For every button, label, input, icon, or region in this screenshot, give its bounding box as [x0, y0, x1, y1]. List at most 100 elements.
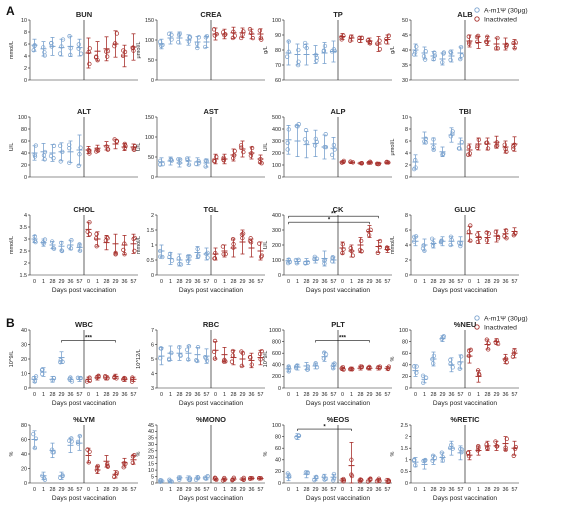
data-point — [249, 30, 254, 36]
data-point — [348, 246, 353, 251]
x-tick-label: 57 — [204, 392, 210, 398]
y-tick-label: 0 — [151, 78, 154, 84]
x-tick-label: 29 — [440, 279, 446, 285]
data-point — [68, 46, 73, 51]
data-point — [122, 376, 128, 381]
data-point — [158, 248, 163, 254]
y-tick-label: 200 — [272, 243, 281, 249]
data-point — [169, 258, 175, 263]
y-tick-label: 50 — [148, 58, 154, 64]
chart-title: CHOL — [73, 205, 95, 214]
data-point — [475, 232, 480, 237]
data-point — [158, 254, 163, 259]
y-tick-label: 100 — [272, 163, 281, 169]
data-point — [438, 240, 444, 245]
x-tick-label: 29 — [313, 392, 319, 398]
data-point — [466, 353, 472, 359]
x-tick-label: 0 — [214, 487, 217, 493]
x-tick-label: 29 — [113, 279, 119, 285]
data-point — [240, 351, 246, 356]
data-point — [441, 51, 446, 56]
data-point — [302, 40, 308, 46]
data-point — [420, 373, 426, 378]
data-point — [339, 366, 344, 371]
data-point — [448, 57, 453, 63]
x-tick-label: 36 — [376, 279, 382, 285]
data-point — [321, 356, 326, 361]
data-point — [459, 354, 464, 359]
data-point — [423, 49, 428, 54]
x-tick-label: 28 — [104, 279, 110, 285]
data-point — [250, 475, 255, 481]
x-tick-label: 57 — [512, 487, 518, 493]
x-tick-label: 1 — [423, 279, 426, 285]
x-tick-label: 1 — [296, 279, 299, 285]
y-axis-label: U/L — [263, 241, 269, 250]
data-point — [77, 152, 82, 157]
data-point — [104, 49, 109, 54]
x-tick-label: 28 — [485, 279, 491, 285]
data-point — [413, 158, 418, 163]
data-point — [459, 450, 464, 455]
data-point — [177, 475, 182, 480]
data-point — [450, 129, 455, 134]
chart-tbi: TBI 0 2 4 6 8 10 μmol/L — [390, 107, 519, 181]
data-point — [42, 157, 47, 162]
data-point — [132, 235, 137, 241]
data-point — [305, 471, 310, 476]
data-point — [105, 461, 110, 467]
y-tick-label: 70 — [275, 63, 281, 69]
data-point — [220, 244, 226, 249]
data-point — [367, 41, 373, 46]
y-tick-label: 30 — [148, 442, 154, 448]
data-point — [86, 460, 91, 465]
data-point — [314, 474, 319, 480]
data-point — [94, 375, 100, 380]
data-point — [486, 231, 491, 236]
significance-label: *** — [339, 336, 347, 342]
data-point — [450, 365, 455, 370]
x-tick-label: 36 — [249, 392, 255, 398]
x-tick-label: 57 — [385, 487, 391, 493]
data-point — [232, 153, 237, 158]
x-tick-label: 36 — [68, 487, 74, 493]
data-point — [132, 248, 137, 254]
data-point — [159, 478, 164, 483]
y-tick-label: 0 — [405, 273, 408, 279]
data-point — [67, 160, 72, 165]
data-point — [121, 247, 126, 253]
data-point — [358, 364, 363, 369]
data-point — [50, 378, 55, 383]
data-point — [420, 246, 426, 251]
data-point — [411, 458, 417, 463]
y-tick-label: 60 — [275, 446, 281, 452]
data-point — [239, 145, 244, 150]
x-tick-label: 29 — [186, 392, 192, 398]
data-point — [468, 238, 473, 243]
data-point — [130, 454, 136, 459]
data-point — [432, 50, 437, 55]
x-tick-label: 36 — [376, 487, 382, 493]
data-point — [475, 368, 481, 373]
x-tick-label: 0 — [468, 392, 471, 398]
data-point — [221, 251, 226, 257]
data-point — [511, 146, 516, 151]
data-point — [475, 143, 480, 148]
y-tick-label: 35 — [402, 63, 408, 69]
data-point — [377, 46, 383, 52]
y-tick-label: 20 — [21, 357, 27, 363]
data-point — [322, 261, 327, 266]
data-point — [194, 358, 199, 363]
y-tick-label: 7 — [151, 328, 154, 334]
data-point — [176, 32, 182, 38]
data-point — [32, 152, 37, 158]
y-tick-label: 0 — [151, 175, 154, 181]
y-tick-label: 1 — [151, 243, 154, 249]
data-point — [32, 154, 38, 159]
data-point — [176, 156, 181, 162]
chart-alp: ALP 0 100 200 300 400 500 U/L — [263, 107, 392, 181]
chart-title: PLT — [331, 320, 345, 329]
y-tick-label: 0 — [24, 175, 27, 181]
data-point — [59, 44, 64, 49]
data-point — [211, 158, 217, 164]
